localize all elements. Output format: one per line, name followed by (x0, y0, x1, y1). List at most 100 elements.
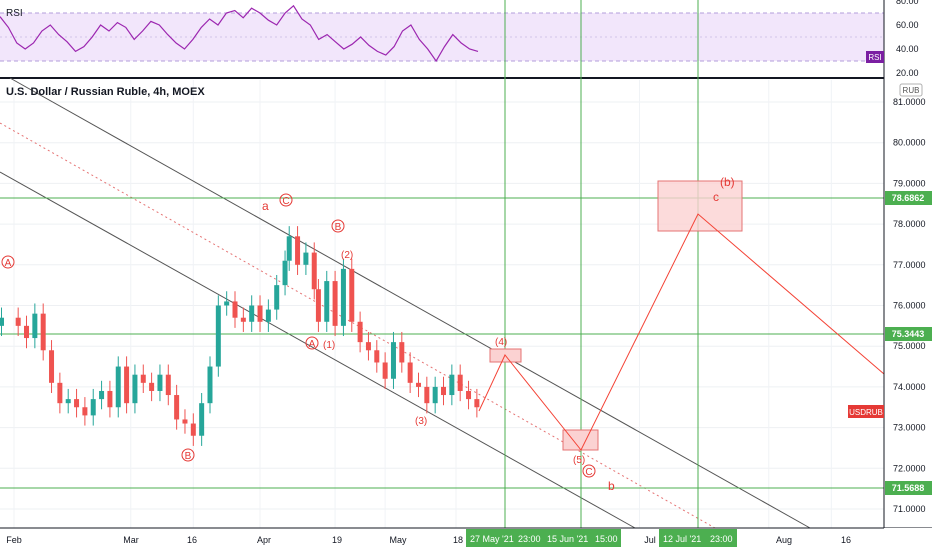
candle-body (286, 236, 292, 261)
rsi-tick-label: 20.00 (896, 68, 919, 78)
candle-body (374, 350, 380, 363)
symbol-title: U.S. Dollar / Russian Ruble, 4h, MOEX (6, 86, 205, 98)
time-axis[interactable]: Feb Mar 16 Apr 19 May 18 Jul Aug 16 27 M… (0, 527, 932, 550)
rsi-tick-labels: 80.00 60.00 40.00 20.00 (896, 0, 919, 78)
price-tick-label: 80.0000 (893, 138, 926, 148)
time-tick-18-may: 18 (453, 535, 463, 545)
rsi-line (0, 4, 479, 63)
candle-body (199, 403, 205, 436)
wave-A-mid: A (309, 339, 316, 350)
wave-C-bottom-circle (582, 464, 596, 478)
candle-body (15, 317, 21, 326)
price-tick-label: 73.0000 (893, 423, 926, 433)
candle-body (332, 281, 338, 326)
wave-b-paren: (b) (720, 175, 735, 189)
candle-body (57, 382, 63, 404)
candles (0, 226, 480, 446)
level-tag-71[interactable]: 71.5688 (892, 483, 925, 493)
candle-body (311, 252, 317, 290)
candle-body (174, 395, 180, 420)
axis-corner (884, 528, 932, 550)
wave-3: (3) (415, 416, 427, 427)
time-highlight-1-date[interactable]: 27 May '21 (470, 534, 514, 544)
time-highlight-2-bg (543, 529, 621, 547)
candle-body (274, 285, 280, 310)
candle-body (74, 399, 80, 408)
projection-boxes (489, 180, 743, 451)
candle-body (165, 374, 171, 396)
candle-body (107, 390, 113, 408)
price-tick-label: 79.0000 (893, 178, 926, 188)
wave-A-mid-circle (305, 336, 319, 350)
time-highlight-2-date[interactable]: 15 Jun '21 (547, 534, 588, 544)
candle-body (49, 350, 55, 383)
candle-body (424, 386, 430, 404)
time-highlight-3-date[interactable]: 12 Jul '21 (663, 534, 701, 544)
candle-body (303, 252, 309, 265)
horizontal-levels (0, 197, 884, 489)
wave-4: (4) (495, 337, 507, 348)
price-tick-label: 75.0000 (893, 341, 926, 351)
candle-body (207, 366, 213, 404)
candle-body (415, 382, 421, 387)
candle-body (349, 268, 355, 322)
wave-A-left-circle (1, 255, 15, 269)
candle-body (40, 313, 46, 351)
time-tick-16-mar: 16 (187, 535, 197, 545)
level-tag-78[interactable]: 78.6862 (892, 193, 925, 203)
time-highlight-2-time[interactable]: 15:00 (595, 534, 618, 544)
candle-body (90, 399, 96, 416)
time-highlight-3-time[interactable]: 23:00 (710, 534, 733, 544)
wave-b: b (608, 479, 615, 493)
currency-badge: RUB (903, 86, 920, 95)
channel-lower (0, 171, 636, 529)
candle-body (315, 289, 321, 322)
time-tick-may: May (389, 535, 407, 545)
time-tick-aug: Aug (776, 535, 792, 545)
wave-B-bottom: B (185, 451, 192, 462)
price-tick-label: 77.0000 (893, 260, 926, 270)
time-highlight-1-bg (466, 529, 544, 547)
time-highlight-1-time[interactable]: 23:00 (518, 534, 541, 544)
right-axis[interactable]: 80.00 60.00 40.00 20.00 81.0000 80.0000 79.00… (848, 0, 932, 528)
wave-C-bottom: C (585, 467, 592, 478)
time-tick-feb: Feb (6, 535, 22, 545)
projection-path (478, 213, 885, 451)
candle-body (240, 317, 246, 322)
rsi-pane (0, 4, 884, 63)
box-wave-b[interactable] (657, 180, 743, 232)
price-tick-label: 78.0000 (893, 219, 926, 229)
candle-body (265, 309, 271, 322)
wave-1: (1) (323, 340, 335, 351)
channel-upper (9, 77, 811, 529)
candle-body (282, 260, 288, 286)
level-tag-71-bg (885, 481, 932, 495)
wave-C-top: C (282, 196, 289, 207)
wave-a: a (262, 199, 269, 213)
time-highlight-3-bg (659, 529, 737, 547)
candle-body (140, 374, 146, 383)
rsi-label: RSI (6, 8, 23, 19)
time-tick-apr: Apr (257, 535, 271, 545)
level-tag-75[interactable]: 75.3443 (892, 329, 925, 339)
candle-body (466, 390, 472, 400)
candle-body (340, 268, 346, 326)
symbol-badge[interactable]: USDRUB (849, 408, 883, 417)
wave-B-top: B (335, 222, 342, 233)
time-gridlines (13, 80, 832, 528)
candle-body (115, 366, 121, 408)
rsi-tick-label: 40.00 (896, 44, 919, 54)
candle-body (382, 362, 388, 379)
candle-body (157, 374, 163, 391)
candle-body (99, 390, 105, 400)
time-tick-19-apr: 19 (332, 535, 342, 545)
rsi-tick-label: 60.00 (896, 20, 919, 30)
candle-body (149, 382, 155, 391)
candle-body (295, 236, 301, 265)
candle-body (32, 313, 38, 339)
rsi-tick-label: 80.00 (896, 0, 919, 6)
candle-body (449, 374, 455, 396)
candle-body (82, 407, 88, 416)
box-wave-5[interactable] (562, 429, 599, 451)
